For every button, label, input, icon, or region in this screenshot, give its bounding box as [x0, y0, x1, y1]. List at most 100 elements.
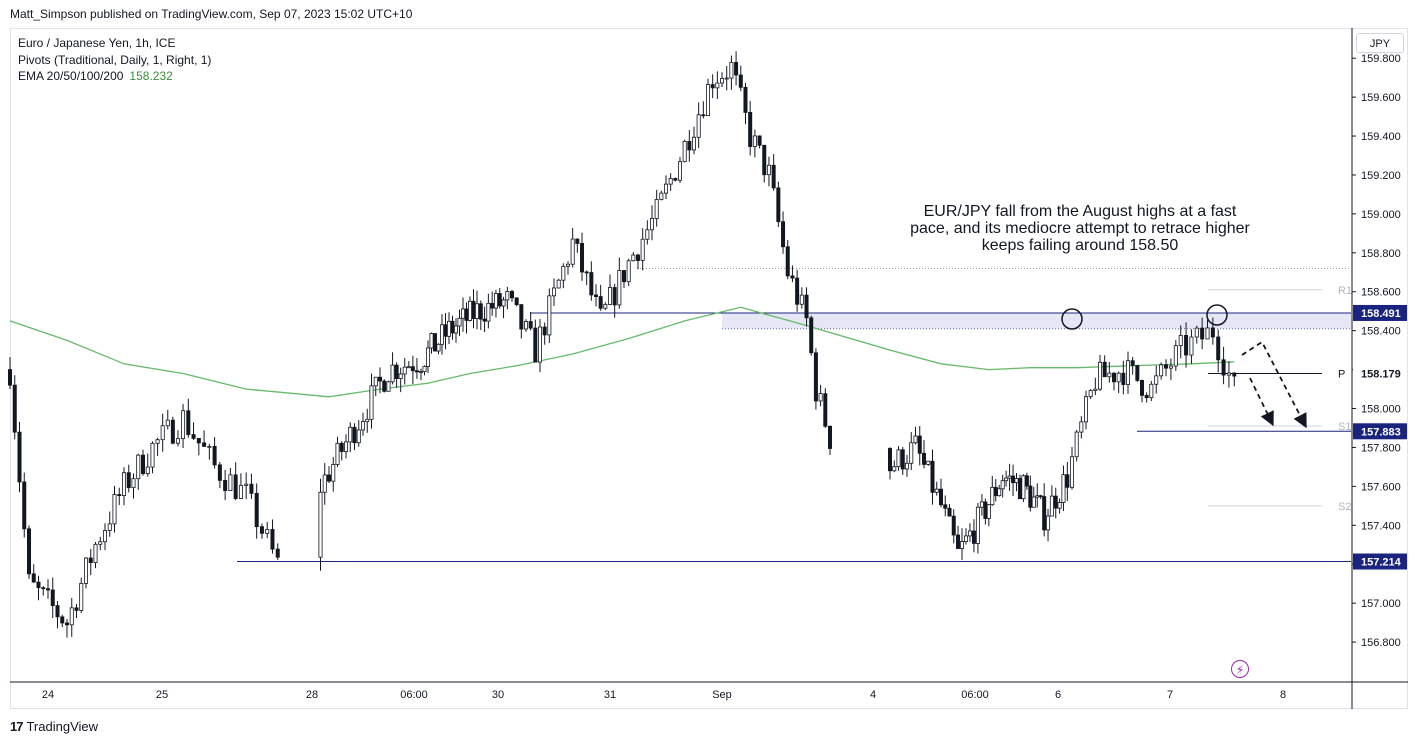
price-tick-label: 159.800: [1361, 53, 1401, 65]
candle-body: [1184, 335, 1189, 356]
candle: [1102, 355, 1107, 378]
candle: [909, 432, 914, 470]
legend-symbol[interactable]: Euro / Japanese Yen, 1h, ICE: [18, 36, 176, 50]
candle-body: [659, 192, 664, 200]
candle: [795, 269, 800, 312]
candle-body: [373, 376, 378, 387]
candle: [715, 71, 720, 99]
candle-body: [233, 474, 238, 499]
candle: [501, 296, 506, 319]
candle: [971, 519, 976, 553]
candle: [720, 72, 725, 88]
candle-body: [701, 114, 706, 117]
candle-body: [1173, 345, 1178, 367]
candle-body: [270, 529, 275, 550]
candle: [46, 579, 51, 599]
candle-body: [738, 74, 743, 88]
candle: [207, 443, 212, 460]
candle: [382, 379, 387, 393]
candle-body: [975, 506, 980, 544]
candle-body: [575, 238, 580, 244]
candle: [580, 232, 585, 281]
candle-body: [584, 271, 589, 274]
candle-body: [69, 607, 74, 626]
candle-body: [752, 135, 757, 147]
currency-button[interactable]: JPY: [1356, 33, 1404, 53]
candle-body: [382, 380, 387, 392]
candle: [1014, 472, 1019, 492]
candle: [766, 156, 771, 187]
candle-body: [678, 161, 683, 181]
candle-body: [436, 343, 441, 352]
candle: [390, 352, 395, 385]
candle: [422, 365, 427, 376]
candle-body: [542, 326, 547, 336]
price-tick-label: 157.800: [1361, 442, 1401, 454]
candle-body: [175, 438, 180, 444]
legend-pivots[interactable]: Pivots (Traditional, Daily, 1, Right, 1): [18, 52, 212, 67]
candle: [993, 478, 998, 502]
candle: [1126, 351, 1131, 394]
tradingview-logo[interactable]: 17 TradingView: [10, 719, 98, 734]
candle: [959, 528, 964, 561]
candle-body: [917, 435, 922, 454]
candle: [377, 367, 382, 394]
candle: [1007, 463, 1012, 492]
candle: [150, 441, 155, 474]
candle-body: [93, 543, 98, 563]
candle: [12, 375, 17, 440]
candle: [486, 293, 491, 329]
candle-body: [951, 515, 956, 536]
candle: [74, 604, 79, 619]
candle-body: [369, 385, 374, 420]
candle: [55, 601, 60, 629]
candle: [584, 270, 589, 286]
candle: [776, 181, 781, 227]
candle-body: [228, 474, 233, 491]
candle: [986, 504, 991, 527]
candle-body: [12, 384, 17, 433]
candle: [1084, 390, 1089, 430]
candle: [561, 263, 566, 289]
candle: [1042, 483, 1047, 537]
candle: [603, 302, 608, 310]
candle-body: [762, 144, 767, 176]
candle-body: [748, 112, 753, 147]
lightning-icon[interactable]: ⚡: [1231, 660, 1249, 678]
candle-body: [1038, 495, 1043, 498]
candle: [1079, 416, 1084, 439]
candle-body: [390, 364, 395, 383]
candle-body: [41, 587, 46, 590]
candle-body: [410, 366, 415, 372]
candle: [22, 472, 27, 538]
candle: [1232, 372, 1237, 387]
candle-body: [696, 114, 701, 138]
candle: [464, 302, 469, 334]
candle: [356, 420, 361, 447]
candle: [519, 304, 524, 339]
candle: [98, 536, 103, 551]
candle-body: [720, 78, 725, 84]
candle: [1159, 362, 1164, 380]
price-badge: 158.491: [1353, 304, 1407, 321]
candle-body: [386, 381, 391, 392]
candle-body: [223, 480, 228, 491]
candle-body: [50, 589, 55, 607]
candle: [781, 211, 786, 254]
candle: [79, 577, 84, 614]
legend-ema[interactable]: EMA 20/50/100/200 158.232: [18, 68, 211, 85]
chart-legend: Euro / Japanese Yen, 1h, ICE Pivots (Tra…: [18, 35, 211, 85]
price-tick-label: 156.800: [1361, 637, 1401, 649]
candle: [1116, 371, 1121, 394]
candle-body: [117, 494, 122, 496]
candle-body: [1221, 359, 1226, 376]
candle-body: [617, 270, 622, 306]
candle-body: [457, 317, 462, 327]
candle-body: [1121, 372, 1126, 385]
pivot-label-s1: S1: [1338, 421, 1351, 433]
time-tick-label: 7: [1167, 689, 1173, 701]
candle-body: [909, 442, 914, 464]
candle: [687, 130, 692, 162]
candle: [724, 66, 729, 91]
